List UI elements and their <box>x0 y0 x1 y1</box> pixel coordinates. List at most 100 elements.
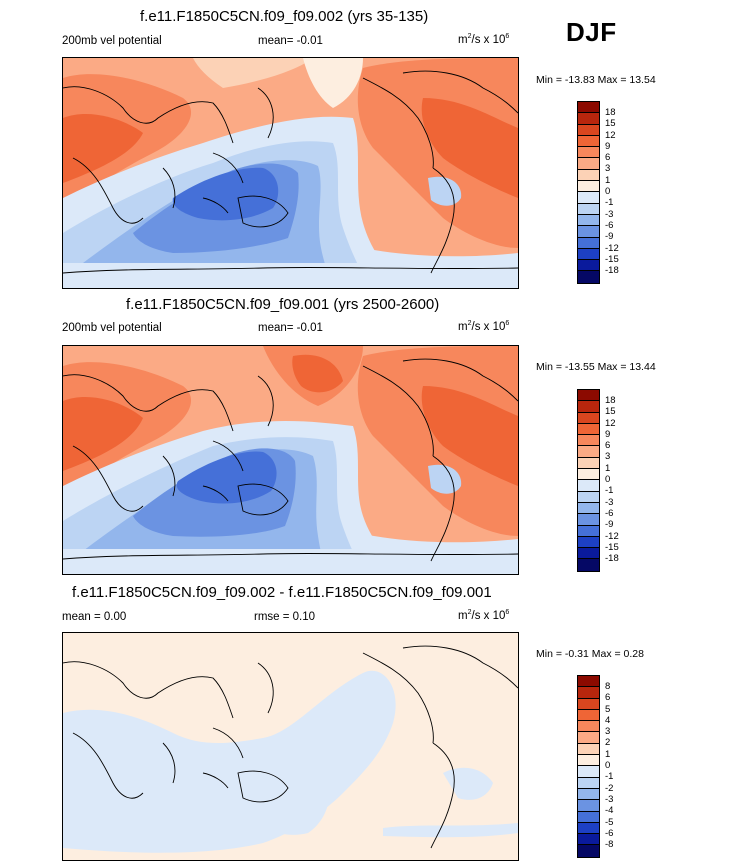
panel2-colorbar-swatch <box>578 514 599 526</box>
panel2-colorbar-swatch <box>578 446 599 458</box>
colorbar-tick: -6 <box>605 827 614 839</box>
panel3-colorbar <box>577 675 600 858</box>
panel1-colorbar-swatch <box>578 124 599 136</box>
colorbar-tick: -15 <box>605 253 619 265</box>
panel1-colorbar-swatch <box>578 248 599 261</box>
panel1-colorbar <box>577 101 600 284</box>
panel3-colorbar-swatch <box>578 800 599 812</box>
colorbar-tick: 8 <box>605 681 611 692</box>
colorbar-tick: -9 <box>605 231 614 243</box>
panel3-colorbar-swatch <box>578 755 599 767</box>
colorbar-tick: 1 <box>605 174 611 186</box>
colorbar-tick: -3 <box>605 793 614 805</box>
panel2-colorbar-swatch <box>578 525 599 537</box>
panel3-mean-label: mean = 0.00 <box>62 611 127 623</box>
colorbar-tick: -6 <box>605 219 614 231</box>
colorbar-tick: 0 <box>605 474 611 486</box>
panel2-colorbar-swatch <box>578 469 599 481</box>
colorbar-tick: -9 <box>605 519 614 531</box>
colorbar-tick: 6 <box>605 692 611 704</box>
colorbar-tick: -15 <box>605 541 619 553</box>
panel2-colorbar-swatch <box>578 480 599 492</box>
panel2-mean-label: mean= -0.01 <box>258 322 323 334</box>
colorbar-tick: 6 <box>605 440 611 452</box>
colorbar-tick: -12 <box>605 530 619 542</box>
panel3-colorbar-swatch <box>578 732 599 744</box>
colorbar-tick: -1 <box>605 197 614 209</box>
colorbar-tick: 18 <box>605 395 616 406</box>
panel1-field-label: 200mb vel potential <box>62 35 162 47</box>
panel1-colorbar-swatch <box>578 203 599 215</box>
panel2-colorbar-swatch <box>578 435 599 447</box>
panel2-colorbar-swatch <box>578 457 599 470</box>
panel2-minmax: Min = -13.55 Max = 13.44 <box>536 361 656 373</box>
panel3-colorbar-swatch <box>578 834 599 846</box>
panel2-map <box>62 345 519 575</box>
panel1-colorbar-swatch <box>578 260 599 272</box>
panel2-title: f.e11.F1850C5CN.f09_f09.001 (yrs 2500-26… <box>126 296 440 313</box>
panel2-colorbar-swatch <box>578 502 599 515</box>
panel3-title: f.e11.F1850C5CN.f09_f09.002 - f.e11.F185… <box>72 584 492 601</box>
panel1-colorbar-swatch <box>578 169 599 182</box>
colorbar-tick: 1 <box>605 462 611 474</box>
colorbar-tick: -1 <box>605 485 614 497</box>
colorbar-tick: 0 <box>605 760 611 772</box>
panel3-colorbar-labels: 8 6 5 4 3 2 1 0 -1 -2 -3 -4 -5 -6 -8 <box>605 681 613 850</box>
panel3-colorbar-swatch <box>578 766 599 778</box>
colorbar-tick: 12 <box>605 129 616 141</box>
panel2-field-label: 200mb vel potential <box>62 322 162 334</box>
panel3-colorbar-swatch <box>578 676 599 688</box>
panel1-colorbar-swatch <box>578 237 599 249</box>
panel3-colorbar-swatch <box>578 822 599 835</box>
colorbar-tick: 3 <box>605 451 611 463</box>
panel1-colorbar-swatch <box>578 102 599 114</box>
panel3-minmax: Min = -0.31 Max = 0.28 <box>536 648 644 660</box>
panel1-colorbar-swatch <box>578 147 599 159</box>
colorbar-tick: -2 <box>605 782 614 794</box>
colorbar-tick: -8 <box>605 839 614 851</box>
colorbar-tick: 12 <box>605 417 616 429</box>
colorbar-tick: 2 <box>605 737 611 749</box>
panel2-colorbar-swatch <box>578 390 599 402</box>
colorbar-tick: -12 <box>605 242 619 254</box>
colorbar-tick: -18 <box>605 553 619 565</box>
panel3-colorbar-swatch <box>578 698 599 710</box>
colorbar-tick: 5 <box>605 703 611 715</box>
colorbar-tick: 15 <box>605 118 616 130</box>
panel2-units: m2/s x 106 <box>458 320 510 333</box>
colorbar-tick: 6 <box>605 152 611 164</box>
panel1-mean-label: mean= -0.01 <box>258 35 323 47</box>
panel3-colorbar-swatch <box>578 721 599 733</box>
panel3-colorbar-swatch <box>578 709 599 722</box>
colorbar-tick: -6 <box>605 507 614 519</box>
colorbar-tick: 18 <box>605 107 616 118</box>
panel1-colorbar-swatch <box>578 192 599 204</box>
colorbar-tick: -3 <box>605 496 614 508</box>
colorbar-tick: 1 <box>605 748 611 760</box>
colorbar-tick: 15 <box>605 406 616 418</box>
panel2-colorbar-swatch <box>578 559 599 571</box>
colorbar-tick: -1 <box>605 771 614 783</box>
colorbar-tick: 3 <box>605 726 611 738</box>
panel1-colorbar-swatch <box>578 214 599 227</box>
colorbar-tick: 0 <box>605 186 611 198</box>
panel1-colorbar-swatch <box>578 113 599 125</box>
panel2-colorbar-swatch <box>578 536 599 549</box>
panel3-colorbar-swatch <box>578 687 599 699</box>
colorbar-tick: -5 <box>605 816 614 828</box>
panel3-rmse-label: rmse = 0.10 <box>254 611 316 623</box>
panel1-colorbar-labels: 18 15 12 9 6 3 1 0 -1 -3 -6 -9 -12 -15 -… <box>605 107 619 276</box>
colorbar-tick: 9 <box>605 428 611 440</box>
panel3-map <box>62 632 519 861</box>
panel1-colorbar-swatch <box>578 135 599 148</box>
panel3-colorbar-swatch <box>578 743 599 756</box>
panel2-colorbar-labels: 18 15 12 9 6 3 1 0 -1 -3 -6 -9 -12 -15 -… <box>605 395 619 564</box>
colorbar-tick: 9 <box>605 140 611 152</box>
panel1-colorbar-swatch <box>578 226 599 238</box>
colorbar-tick: -3 <box>605 208 614 220</box>
panel1-title: f.e11.F1850C5CN.f09_f09.002 (yrs 35-135) <box>140 8 429 25</box>
panel1-colorbar-swatch <box>578 158 599 170</box>
panel1-units: m2/s x 106 <box>458 33 510 46</box>
colorbar-tick: 3 <box>605 163 611 175</box>
panel3-units: m2/s x 106 <box>458 609 510 622</box>
